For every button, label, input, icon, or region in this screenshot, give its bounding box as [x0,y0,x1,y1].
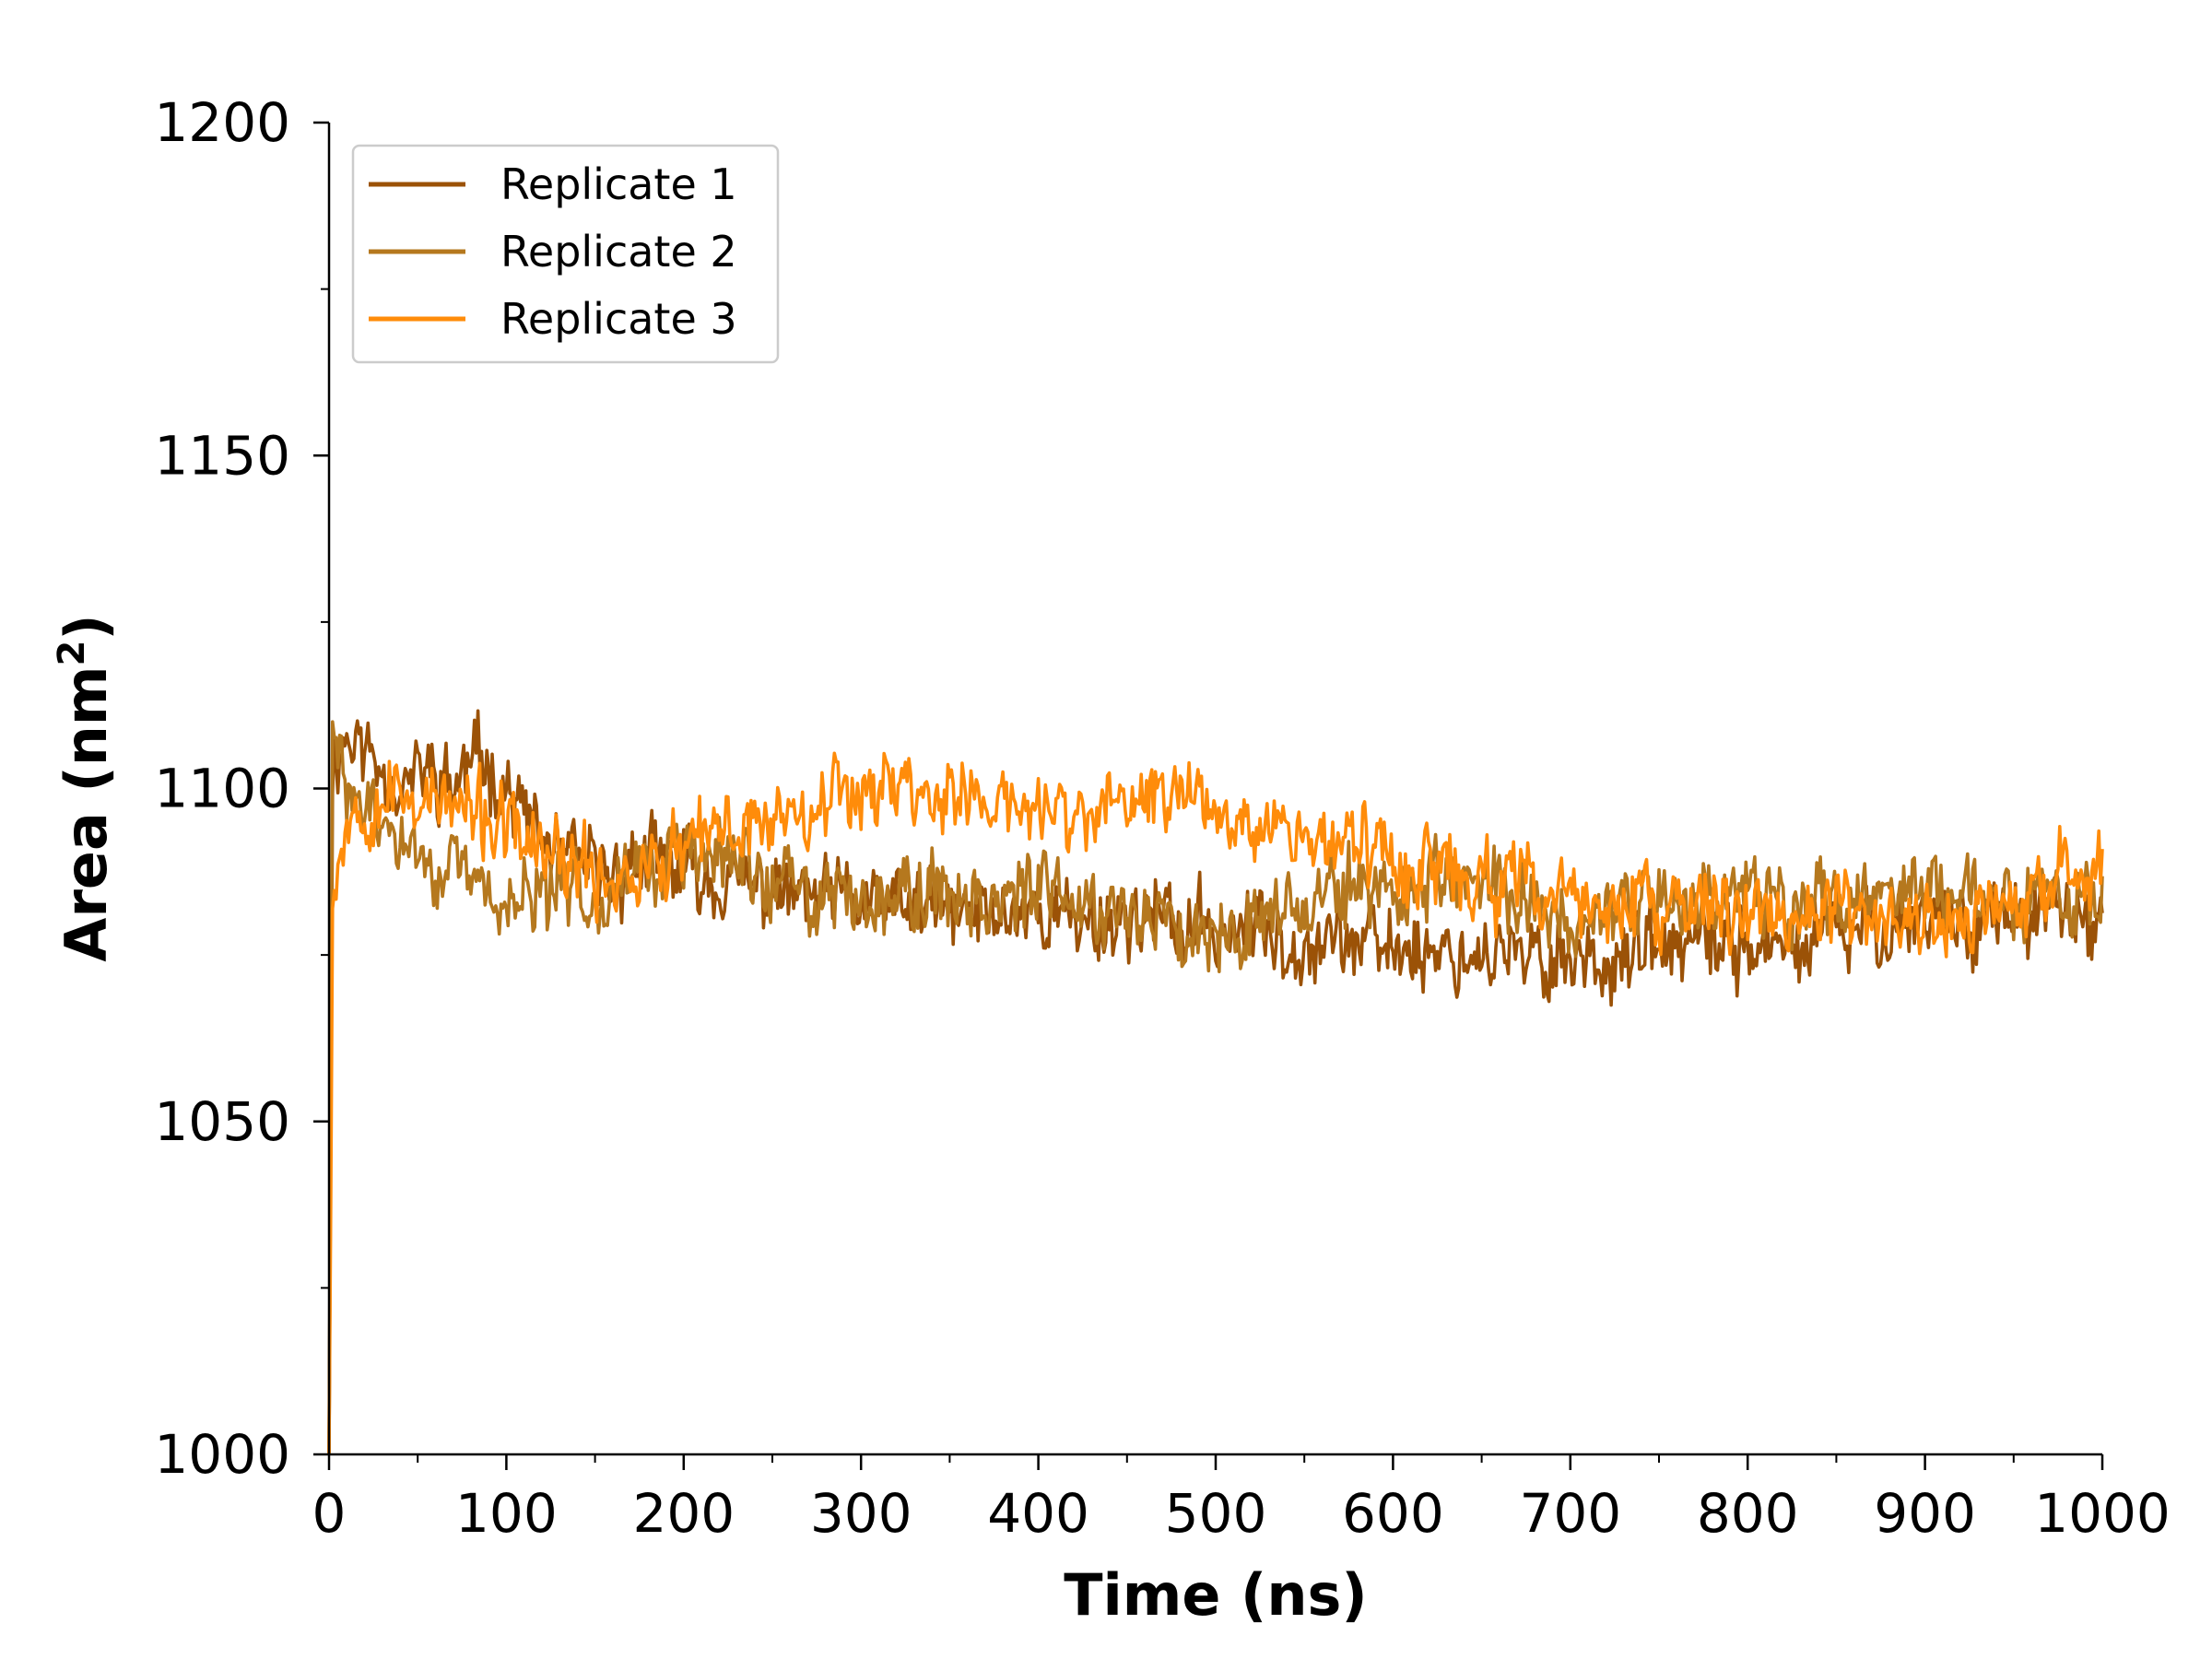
y-tick-label: 1100 [154,758,290,820]
x-axis-ticks: 0 100 200 300 400 500 600 700 800 900 1000 [312,1454,2171,1545]
y-tick-label: 1050 [154,1090,290,1153]
plot-lines [327,709,2104,1455]
x-tick-label: 0 [312,1482,347,1545]
series-line-replicate-3 [327,751,2104,1455]
legend-box [351,144,780,364]
x-tick-label: 700 [1519,1482,1621,1545]
y-axis-title-superscript: 2 [51,641,93,666]
x-tick-label: 400 [987,1482,1089,1545]
y-axis-title-main: Area (nm [53,666,120,962]
legend: Replicate 1 Replicate 2 Replicate 3 [351,144,780,364]
series-line-replicate-1 [327,709,2104,1455]
x-tick-label: 100 [455,1482,558,1545]
x-tick-label: 600 [1342,1482,1444,1545]
x-tick-label: 800 [1697,1482,1799,1545]
y-tick-label: 1150 [154,424,290,487]
x-axis-title: Time (ns) [1064,1561,1368,1629]
x-tick-label: 200 [632,1482,735,1545]
legend-label-replicate-3: Replicate 3 [500,294,737,344]
x-tick-label: 300 [810,1482,912,1545]
x-tick-label: 1000 [2034,1482,2171,1545]
y-axis-title-close: ) [53,614,120,640]
y-tick-label: 1000 [154,1423,290,1486]
y-tick-label: 1200 [154,91,290,154]
y-axis-ticks: 1000 1050 1100 1150 1200 [154,91,329,1486]
y-axis-title: Area (nm2) [51,614,120,961]
x-tick-label: 900 [1874,1482,1976,1545]
x-tick-label: 500 [1165,1482,1267,1545]
legend-label-replicate-2: Replicate 2 [500,227,737,276]
legend-label-replicate-1: Replicate 1 [500,159,737,209]
